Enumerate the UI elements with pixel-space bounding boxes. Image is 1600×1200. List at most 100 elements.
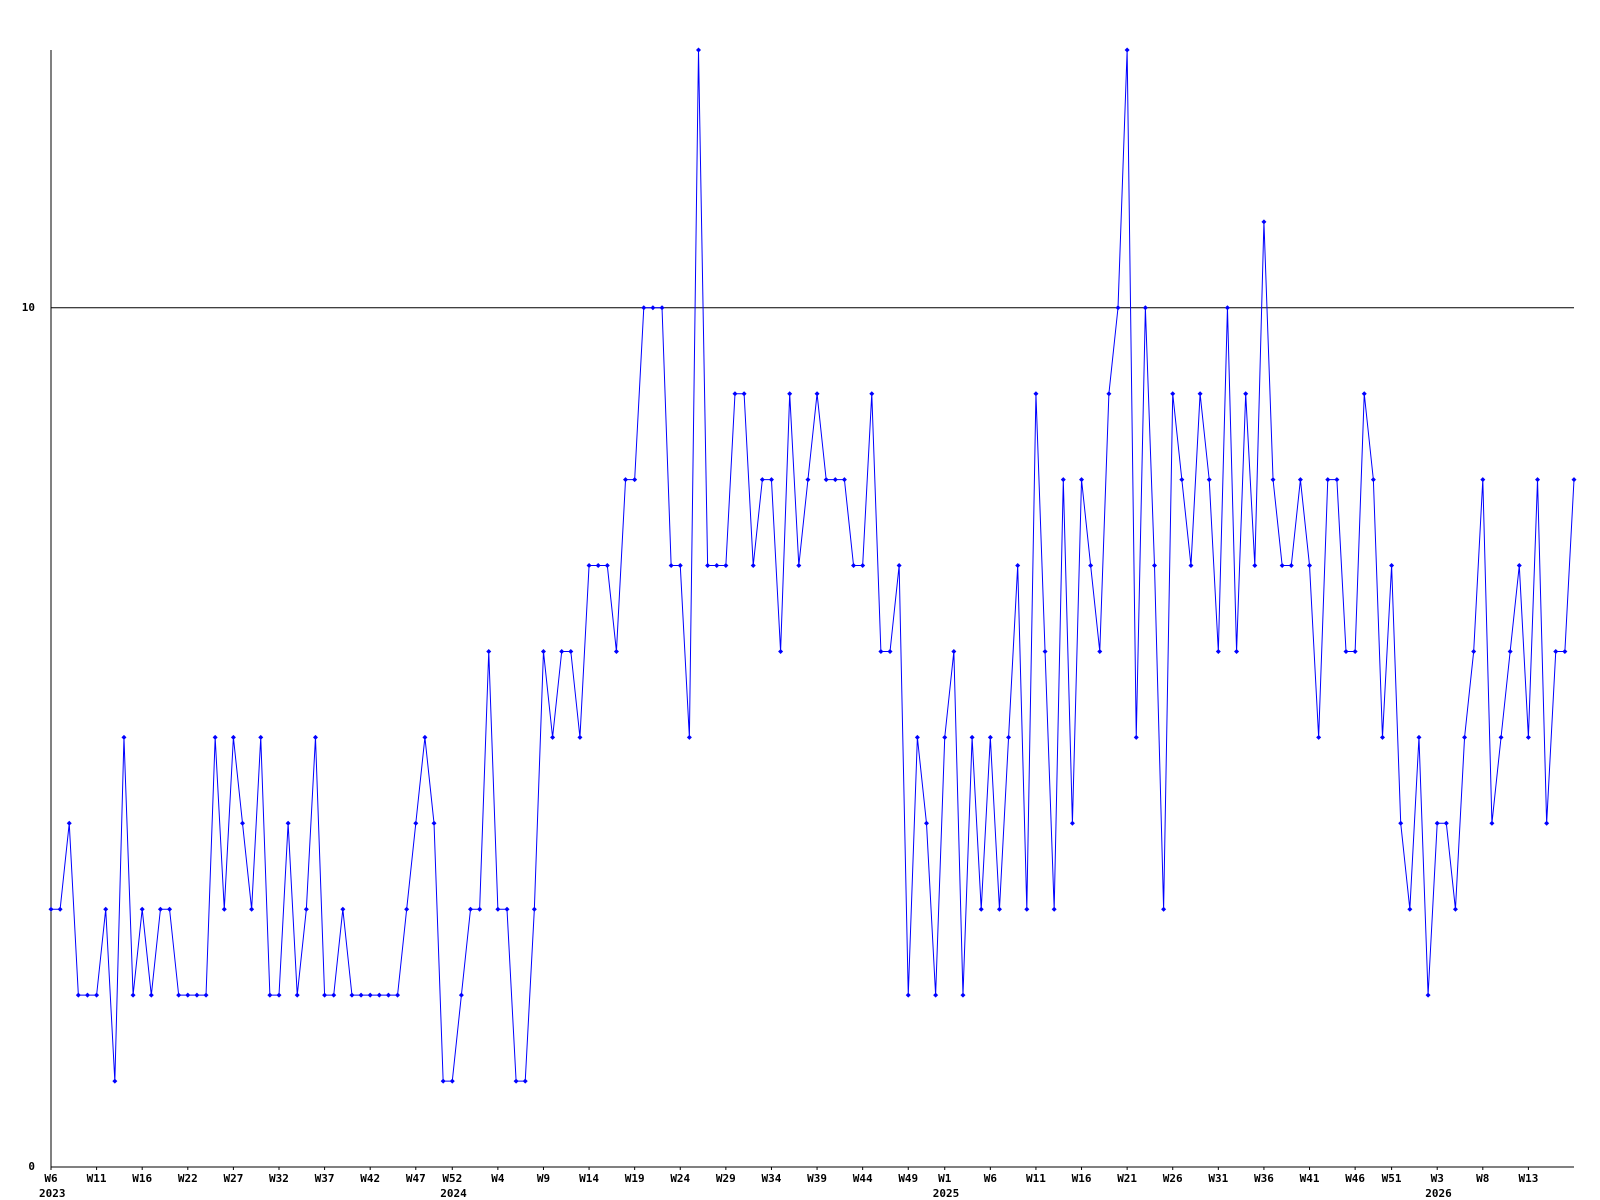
point <box>613 648 619 654</box>
point <box>176 992 182 998</box>
point <box>696 47 702 53</box>
point <box>1343 648 1349 654</box>
point <box>522 1078 528 1084</box>
year-label: 2025 <box>933 1187 960 1200</box>
point <box>1361 391 1367 397</box>
point <box>340 906 346 912</box>
point <box>1544 820 1550 826</box>
point <box>358 992 364 998</box>
point <box>1389 563 1395 569</box>
point <box>896 563 902 569</box>
point <box>550 734 556 740</box>
x-tick-label: W9 <box>537 1172 550 1185</box>
x-tick-label: W49 <box>898 1172 918 1185</box>
point <box>376 992 382 998</box>
x-tick-label: W16 <box>132 1172 152 1185</box>
point <box>303 906 309 912</box>
point <box>1352 648 1358 654</box>
point <box>933 992 939 998</box>
point <box>805 477 811 483</box>
point <box>905 992 911 998</box>
x-tick-label: W8 <box>1476 1172 1489 1185</box>
point <box>1188 563 1194 569</box>
point <box>878 648 884 654</box>
point <box>294 992 300 998</box>
point <box>157 906 163 912</box>
point <box>1571 477 1577 483</box>
point <box>969 734 975 740</box>
point <box>121 734 127 740</box>
point <box>1088 563 1094 569</box>
point <box>559 648 565 654</box>
point <box>705 563 711 569</box>
point <box>413 820 419 826</box>
point <box>1015 563 1021 569</box>
point <box>1006 734 1012 740</box>
point <box>84 992 90 998</box>
point <box>1206 477 1212 483</box>
x-tick-label: W11 <box>87 1172 107 1185</box>
point <box>823 477 829 483</box>
x-tick-label: W22 <box>178 1172 198 1185</box>
x-tick-label: W47 <box>406 1172 426 1185</box>
point <box>577 734 583 740</box>
point <box>1480 477 1486 483</box>
point <box>1033 391 1039 397</box>
point <box>385 992 391 998</box>
point <box>1069 820 1075 826</box>
point <box>1243 391 1249 397</box>
point <box>468 906 474 912</box>
point <box>440 1078 446 1084</box>
point <box>94 992 100 998</box>
point <box>48 906 54 912</box>
point <box>960 992 966 998</box>
x-tick-label: W26 <box>1163 1172 1183 1185</box>
point <box>1051 906 1057 912</box>
point <box>230 734 236 740</box>
x-tick-label: W29 <box>716 1172 736 1185</box>
point <box>331 992 337 998</box>
point <box>103 906 109 912</box>
point <box>1252 563 1258 569</box>
point <box>1471 648 1477 654</box>
line <box>51 49 1575 1082</box>
x-tick-label: W4 <box>491 1172 505 1185</box>
point <box>185 992 191 998</box>
point <box>1398 820 1404 826</box>
point <box>668 563 674 569</box>
x-tick-label: W21 <box>1117 1172 1137 1185</box>
point <box>1215 648 1221 654</box>
point <box>395 992 401 998</box>
x-tick-label: W19 <box>625 1172 645 1185</box>
x-tick-label: W16 <box>1072 1172 1092 1185</box>
point <box>723 563 729 569</box>
x-tick-label: W46 <box>1345 1172 1365 1185</box>
point <box>650 305 656 311</box>
point <box>1553 648 1559 654</box>
point <box>1443 820 1449 826</box>
point <box>1407 906 1413 912</box>
point <box>148 992 154 998</box>
point <box>240 820 246 826</box>
point <box>987 734 993 740</box>
point <box>1224 305 1230 311</box>
point <box>249 906 255 912</box>
point <box>1106 391 1112 397</box>
x-tick-label: W31 <box>1208 1172 1228 1185</box>
x-tick-label: W3 <box>1431 1172 1444 1185</box>
point <box>1507 648 1513 654</box>
point <box>686 734 692 740</box>
point <box>732 391 738 397</box>
point <box>66 820 72 826</box>
point <box>869 391 875 397</box>
point <box>1425 992 1431 998</box>
point <box>1197 391 1203 397</box>
point <box>367 992 373 998</box>
point <box>1124 47 1130 53</box>
point <box>194 992 200 998</box>
point <box>404 906 410 912</box>
point <box>167 906 173 912</box>
point <box>832 477 838 483</box>
point <box>312 734 318 740</box>
